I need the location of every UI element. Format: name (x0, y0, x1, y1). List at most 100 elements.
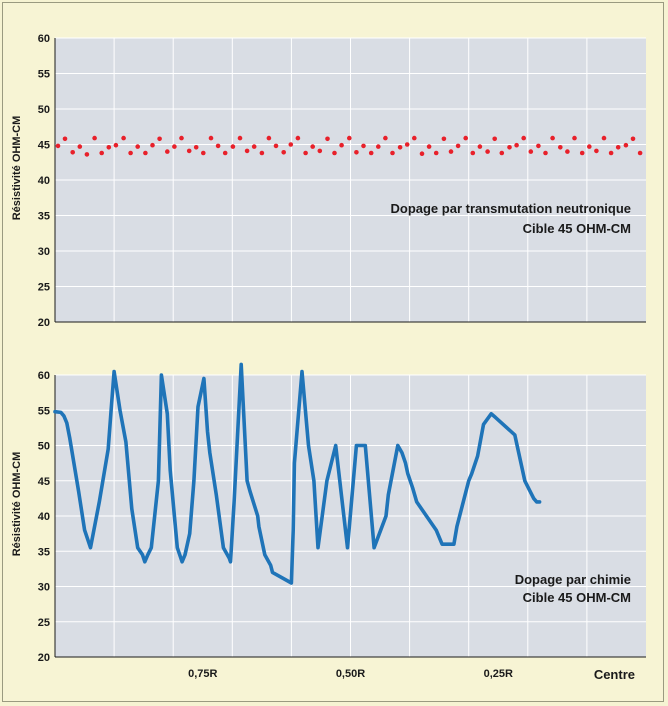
data-point (441, 136, 447, 142)
data-point (376, 144, 381, 149)
data-point (412, 135, 417, 141)
data-point (528, 149, 534, 154)
data-point (587, 144, 592, 149)
data-point (404, 142, 410, 147)
data-point (558, 145, 563, 150)
y-tick-label: 55 (38, 69, 50, 81)
data-point (332, 150, 337, 156)
data-point (201, 150, 206, 156)
data-point (179, 135, 184, 141)
data-point (339, 142, 344, 148)
data-point (113, 142, 119, 148)
data-point (310, 144, 316, 149)
x-tick-label: 0,75R (188, 668, 217, 680)
data-point (62, 136, 68, 142)
data-point (208, 135, 214, 141)
data-point (325, 136, 330, 142)
data-point (492, 136, 498, 142)
data-point (448, 149, 454, 154)
data-point (637, 150, 643, 156)
data-point (215, 143, 221, 149)
data-point (565, 149, 570, 154)
data-point (470, 150, 476, 156)
data-point (630, 136, 636, 142)
data-point (623, 142, 629, 148)
y-tick-label: 25 (38, 617, 50, 629)
data-point (70, 150, 75, 155)
data-point (165, 149, 170, 154)
data-point (121, 135, 126, 141)
data-point (237, 135, 243, 141)
data-point (55, 143, 61, 149)
data-point (186, 148, 192, 154)
x-tick-label: 0,25R (484, 668, 513, 680)
data-point (143, 150, 148, 156)
y-tick-label: 35 (38, 546, 50, 558)
y-tick-label: 45 (38, 140, 50, 152)
data-point (514, 142, 519, 148)
data-point (77, 144, 83, 149)
data-point (222, 150, 228, 156)
data-point (426, 144, 432, 149)
data-point (615, 145, 621, 150)
data-point (397, 145, 403, 150)
data-point (499, 150, 505, 156)
data-point (193, 145, 199, 150)
data-point (150, 142, 155, 148)
data-point (608, 150, 614, 156)
y-tick-label: 20 (38, 652, 50, 664)
y-tick-label: 55 (38, 405, 50, 417)
data-point (266, 135, 272, 141)
data-point (601, 135, 607, 141)
y-tick-label: 30 (38, 246, 50, 258)
y-tick-label: 50 (38, 441, 50, 453)
data-point (244, 148, 250, 154)
annotation-line: Dopage par chimie (515, 572, 631, 587)
chemical-doping-chart: 20 25 30 35 40 45 50 55 60 Résistivité OHM-CM Dopa… (11, 362, 646, 682)
data-point (106, 145, 112, 150)
data-point (99, 150, 104, 156)
data-point (419, 151, 425, 156)
data-point (390, 150, 395, 156)
annotation-line: Cible 45 OHM-CM (523, 221, 631, 236)
data-point (251, 144, 257, 149)
y-tick-label: 35 (38, 211, 50, 223)
annotation-line: Cible 45 OHM-CM (523, 590, 631, 605)
data-point (230, 144, 236, 149)
data-point (536, 143, 541, 149)
data-point (594, 148, 599, 154)
data-point (347, 135, 352, 141)
series-line (53, 362, 542, 585)
data-point (288, 142, 294, 147)
data-point (172, 144, 177, 149)
data-point (281, 150, 287, 155)
data-point (455, 143, 461, 149)
data-point (295, 135, 301, 141)
y-tick-label: 45 (38, 476, 50, 488)
data-point (273, 143, 279, 149)
data-point (354, 150, 359, 155)
data-point (433, 150, 439, 156)
y-tick-label: 25 (38, 282, 50, 294)
y-tick-label: 20 (38, 317, 50, 329)
data-point (361, 143, 366, 149)
y-tick-label: 40 (38, 511, 50, 523)
data-point (84, 152, 90, 157)
data-point (157, 136, 162, 142)
data-point (463, 135, 469, 141)
y-tick-label: 40 (38, 175, 50, 187)
data-point (303, 150, 308, 156)
data-point (135, 144, 140, 149)
data-point (550, 135, 555, 141)
y-tick-label: 50 (38, 104, 50, 116)
data-point (368, 150, 374, 156)
y-axis-label: Résistivité OHM-CM (11, 452, 23, 557)
data-point (128, 150, 133, 156)
data-point (477, 144, 483, 149)
data-point (317, 148, 323, 154)
data-point (92, 135, 97, 141)
y-tick-label: 30 (38, 582, 50, 594)
data-point (383, 135, 388, 141)
data-point (485, 149, 490, 154)
